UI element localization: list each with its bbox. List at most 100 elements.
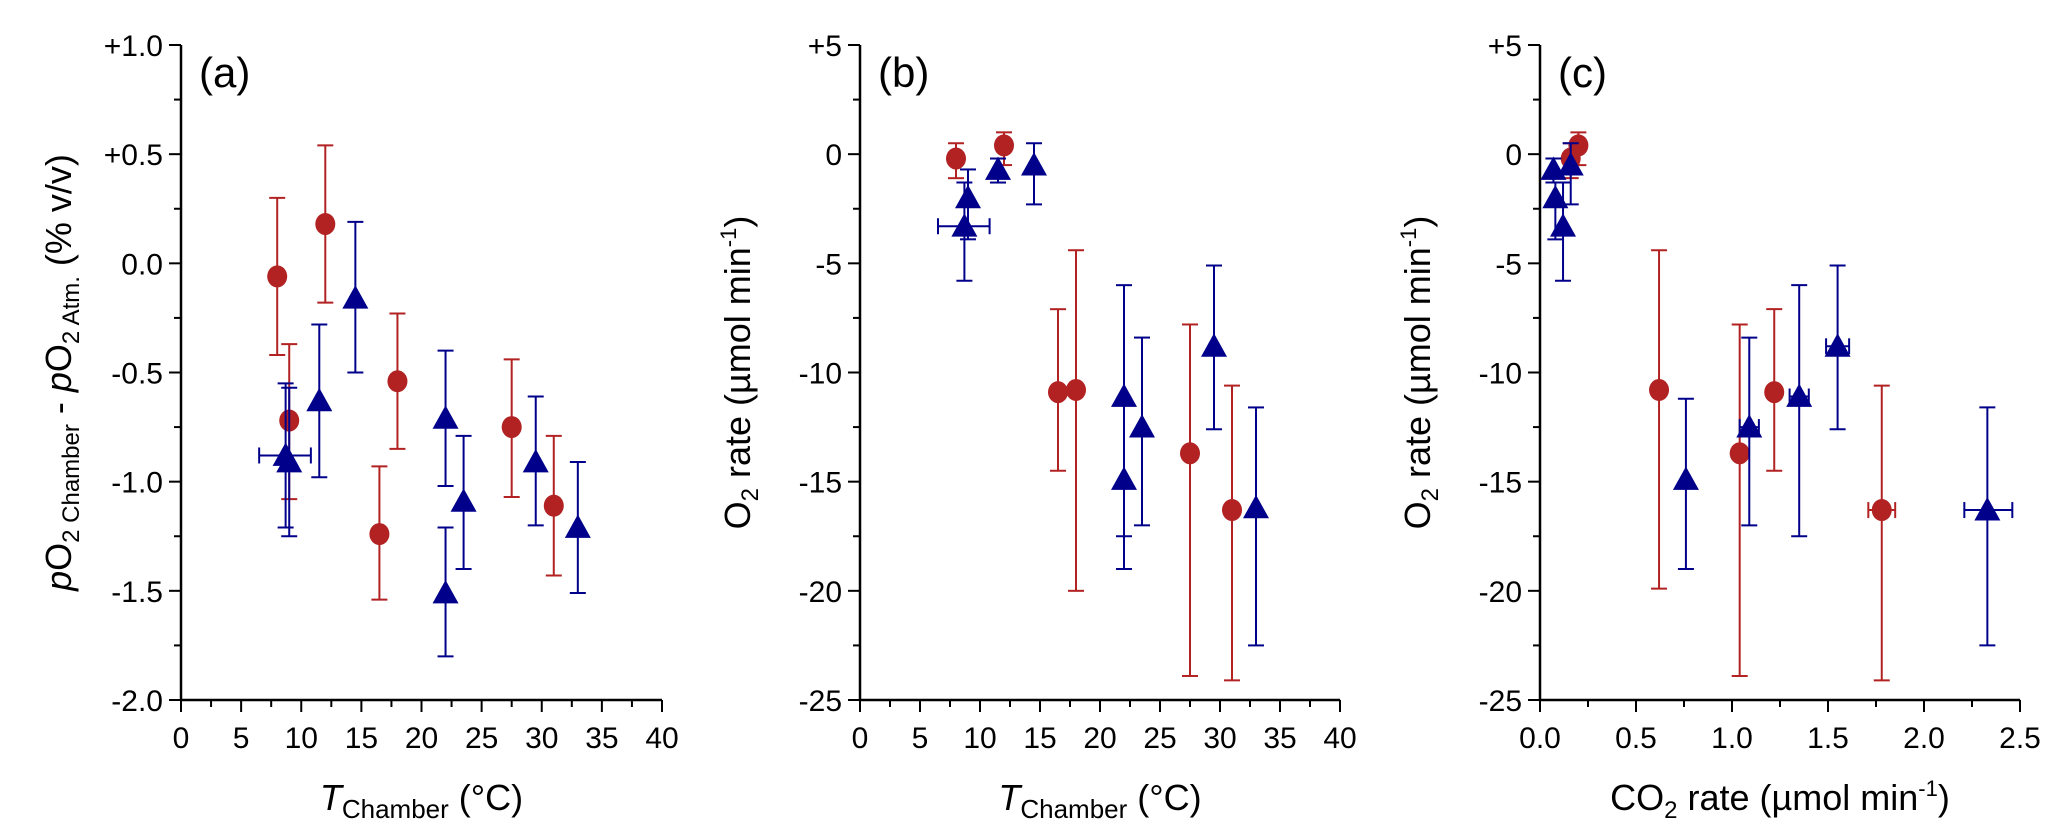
data-point-triangle (985, 156, 1011, 180)
x-tick-label: 10 (963, 722, 996, 755)
data-point-circle (1764, 381, 1785, 404)
data-point-circle (369, 523, 390, 546)
x-tick-label: 20 (405, 722, 438, 755)
data-point-triangle (342, 285, 369, 309)
data-point-triangle (1974, 497, 2001, 521)
data-point-circle (267, 265, 288, 288)
data-point-triangle (432, 580, 459, 604)
data-point-triangle (276, 449, 303, 473)
y-tick-label: -2.0 (111, 685, 163, 718)
x-tick-label: 15 (1023, 722, 1056, 755)
data-point-circle (543, 494, 564, 517)
x-tick-label: 1.5 (1807, 722, 1849, 755)
x-tick-label: 5 (912, 722, 929, 755)
x-tick-label: 15 (345, 722, 378, 755)
data-point-triangle (951, 213, 978, 237)
x-tick-label: 0.5 (1615, 722, 1657, 755)
data-point-triangle (1129, 414, 1155, 438)
data-point-triangle (1111, 383, 1137, 407)
x-tick-label: 0 (852, 722, 869, 755)
x-axis-title: TChamber (°C) (998, 777, 1201, 824)
data-point-circle (315, 213, 336, 236)
y-tick-label: -25 (1479, 685, 1522, 718)
y-tick-label: -25 (799, 685, 842, 718)
data-point-circle (1048, 381, 1068, 404)
data-point-circle (1729, 442, 1750, 465)
y-tick-label: -5 (1495, 248, 1522, 281)
data-point-triangle (1243, 494, 1269, 519)
y-tick-label: 0 (1505, 139, 1522, 172)
x-tick-label: 10 (285, 722, 318, 755)
panel-a: 0 5 10 15 20 25 30 35 40 +1.0 +0.5 0.0 -0.5 -1.0 -1.5 -… (38, 30, 679, 824)
panel-b: 0 5 10 15 20 25 30 35 40 +5 0 -5 -10 -15 -20 -25 (b) TCha… (716, 30, 1357, 824)
data-point-circle (1871, 499, 1892, 522)
y-tick-label: -20 (799, 576, 842, 609)
data-point-circle (1180, 442, 1200, 465)
data-point-triangle (1542, 184, 1569, 209)
y-tick-label: +0.5 (104, 139, 163, 172)
data-point-triangle (522, 449, 549, 473)
data-point-triangle (450, 488, 477, 512)
y-tick-label: +5 (808, 30, 842, 63)
data-point-triangle (1824, 333, 1851, 357)
data-point-triangle (306, 387, 333, 412)
x-tick-label: 2.0 (1903, 722, 1945, 755)
x-tick-label: 25 (1143, 722, 1176, 755)
data-point-triangle (1550, 213, 1577, 237)
x-tick-label: 30 (525, 722, 558, 755)
data-point-circle (501, 416, 522, 439)
data-point-circle (1568, 134, 1589, 157)
data-point-circle (1222, 499, 1242, 522)
x-tick-label: 2.5 (1999, 722, 2041, 755)
y-tick-label: -10 (1479, 358, 1522, 391)
y-axis-title: pO2 Chamber - pO2 Atm. (% v/v) (38, 154, 85, 592)
x-axis-title: TChamber (°C) (320, 777, 523, 824)
x-tick-label: 25 (465, 722, 498, 755)
x-tick-label: 5 (233, 722, 250, 755)
x-tick-label: 1.0 (1711, 722, 1753, 755)
y-tick-label: -1.5 (111, 576, 163, 609)
data-point-triangle (564, 514, 591, 538)
data-point-triangle (1557, 152, 1584, 176)
x-axis-title: CO2 rate (µmol min-1) (1610, 776, 1950, 824)
panel-label: (b) (878, 49, 929, 96)
data-point-triangle (1021, 152, 1047, 176)
data-point-circle (946, 147, 966, 170)
data-point-triangle (1111, 466, 1137, 490)
y-tick-label: +5 (1488, 30, 1522, 63)
x-tick-label: 35 (1263, 722, 1296, 755)
y-axis-title: O2 rate (µmol min-1) (716, 216, 764, 530)
data-point-triangle (1672, 466, 1699, 490)
y-tick-label: -0.5 (111, 358, 163, 391)
y-tick-label: -20 (1479, 576, 1522, 609)
data-point-triangle (432, 405, 459, 429)
y-tick-label: -15 (799, 467, 842, 500)
x-tick-label: 0 (173, 722, 190, 755)
data-point-circle (387, 370, 408, 393)
data-point-circle (1649, 378, 1670, 401)
panel-label: (a) (199, 49, 250, 96)
data-point-triangle (1736, 414, 1763, 438)
y-axis-title: O2 rate (µmol min-1) (1396, 216, 1444, 530)
y-tick-label: 0 (825, 139, 842, 172)
x-tick-label: 40 (1323, 722, 1356, 755)
y-tick-label: -1.0 (111, 467, 163, 500)
y-tick-label: -15 (1479, 467, 1522, 500)
data-point-circle (1066, 378, 1086, 401)
data-point-triangle (1201, 333, 1227, 357)
panel-c: 0.0 0.5 1.0 1.5 2.0 2.5 +5 0 -5 -10 -15 -20 -25 (c) CO… (1396, 30, 2041, 824)
panel-label: (c) (1558, 49, 1607, 96)
x-tick-label: 0.0 (1519, 722, 1561, 755)
x-tick-label: 35 (585, 722, 618, 755)
y-tick-label: -10 (799, 358, 842, 391)
y-tick-label: -5 (815, 248, 842, 281)
data-point-circle (994, 134, 1014, 157)
y-tick-label: 0.0 (121, 248, 163, 281)
x-tick-label: 30 (1203, 722, 1236, 755)
data-point-triangle (955, 184, 981, 209)
x-tick-label: 20 (1083, 722, 1116, 755)
x-tick-label: 40 (645, 722, 678, 755)
y-tick-label: +1.0 (104, 30, 163, 63)
data-point-triangle (1786, 383, 1813, 407)
